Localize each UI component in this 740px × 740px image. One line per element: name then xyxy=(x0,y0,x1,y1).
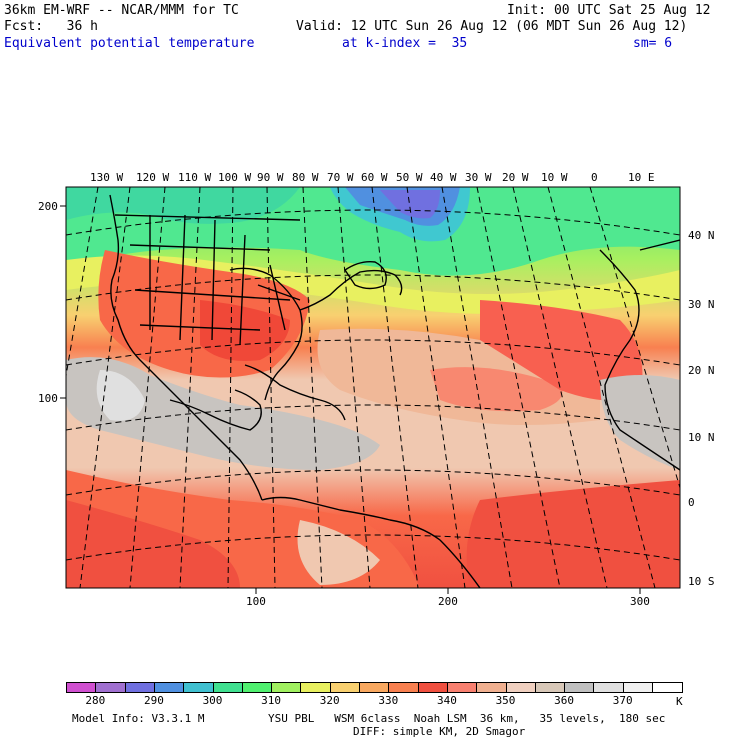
colorbar-tick-label: 310 xyxy=(261,694,282,707)
header-valid-time: Valid: 12 UTC Sun 26 Aug 12 (06 MDT Sun … xyxy=(296,19,688,34)
grid-x-label: 200 xyxy=(438,595,458,608)
colorbar-swatch xyxy=(153,682,185,693)
colorbar-swatch xyxy=(124,682,156,693)
field-name: Equivalent potential temperature xyxy=(4,36,255,51)
colorbar-swatch xyxy=(476,682,508,693)
field-level: at k-index = 35 xyxy=(342,36,468,51)
lat-label: 40 N xyxy=(688,229,715,242)
lon-label: 120 W xyxy=(136,171,170,184)
lon-label: 110 W xyxy=(178,171,212,184)
lon-label: 90 W xyxy=(257,171,284,184)
colorbar-swatch xyxy=(388,682,420,693)
graticule xyxy=(66,187,680,588)
map-border xyxy=(65,186,681,589)
colorbar-swatch xyxy=(212,682,244,693)
grid-x-label: 300 xyxy=(630,595,650,608)
colorbar-swatch xyxy=(359,682,390,693)
lon-label: 130 W xyxy=(90,171,124,184)
model-info: Model Info: V3.3.1 M xyxy=(72,712,205,725)
lon-label: 60 W xyxy=(361,171,388,184)
colorbar-tick-label: 360 xyxy=(554,694,575,707)
colorbar-swatch xyxy=(564,682,596,693)
colorbar-tick-label: 300 xyxy=(202,694,223,707)
lat-label: 0 xyxy=(688,496,695,509)
colorbar-tick-label: 290 xyxy=(143,694,164,707)
physics-info: YSU PBL WSM 6class Noah LSM 36 km, 35 le… xyxy=(268,712,666,725)
lon-label: 0 xyxy=(591,171,598,184)
smoothing-value: sm= 6 xyxy=(633,36,673,51)
colorbar-tick-label: 370 xyxy=(612,694,633,707)
colorbar-swatch xyxy=(593,682,625,693)
colorbar-swatch xyxy=(329,682,361,693)
colorbar-swatch xyxy=(241,682,273,693)
colorbar-swatch xyxy=(446,682,478,693)
lat-label: 30 N xyxy=(688,298,715,311)
colorbar-swatch xyxy=(505,682,537,693)
lon-label: 80 W xyxy=(292,171,319,184)
header-forecast-hour: Fcst: 36 h xyxy=(4,19,98,34)
lat-label: 10 S xyxy=(688,575,715,588)
header-init-time: Init: 00 UTC Sat 25 Aug 12 xyxy=(507,3,711,18)
colorbar-swatch xyxy=(271,682,303,693)
diffusion-info: DIFF: simple KM, 2D Smagor xyxy=(353,725,526,738)
colorbar-swatch xyxy=(95,682,127,693)
grid-y-label: 200 xyxy=(38,200,58,213)
colorbar-tick-label: 320 xyxy=(319,694,340,707)
colorbar-tick-label: 350 xyxy=(495,694,516,707)
colorbar-tick-label: 340 xyxy=(436,694,457,707)
colorbar-swatch xyxy=(66,682,97,693)
colorbar-swatch xyxy=(300,682,332,693)
lon-label: 20 W xyxy=(502,171,529,184)
lat-label: 20 N xyxy=(688,364,715,377)
lon-label: 70 W xyxy=(327,171,354,184)
header-model-title: 36km EM-WRF -- NCAR/MMM for TC xyxy=(4,3,239,18)
lat-label: 10 N xyxy=(688,431,715,444)
grid-x-label: 100 xyxy=(246,595,266,608)
colorbar-swatch xyxy=(183,682,215,693)
colorbar-swatch xyxy=(417,682,449,693)
lon-label: 10 W xyxy=(541,171,568,184)
axis-ticks xyxy=(60,205,641,594)
lon-label: 100 W xyxy=(218,171,252,184)
grid-y-label: 100 xyxy=(38,392,58,405)
colorbar-tick-label: 330 xyxy=(378,694,399,707)
field-shading xyxy=(66,187,680,588)
lon-label: 40 W xyxy=(430,171,457,184)
lon-label: 30 W xyxy=(465,171,492,184)
colorbar-unit: K xyxy=(676,695,683,708)
colorbar-swatch xyxy=(652,682,683,693)
colorbar-swatch xyxy=(534,682,566,693)
colorbar-tick-label: 280 xyxy=(85,694,106,707)
colorbar-swatch xyxy=(622,682,654,693)
lon-label: 50 W xyxy=(396,171,423,184)
lon-label: 10 E xyxy=(628,171,655,184)
